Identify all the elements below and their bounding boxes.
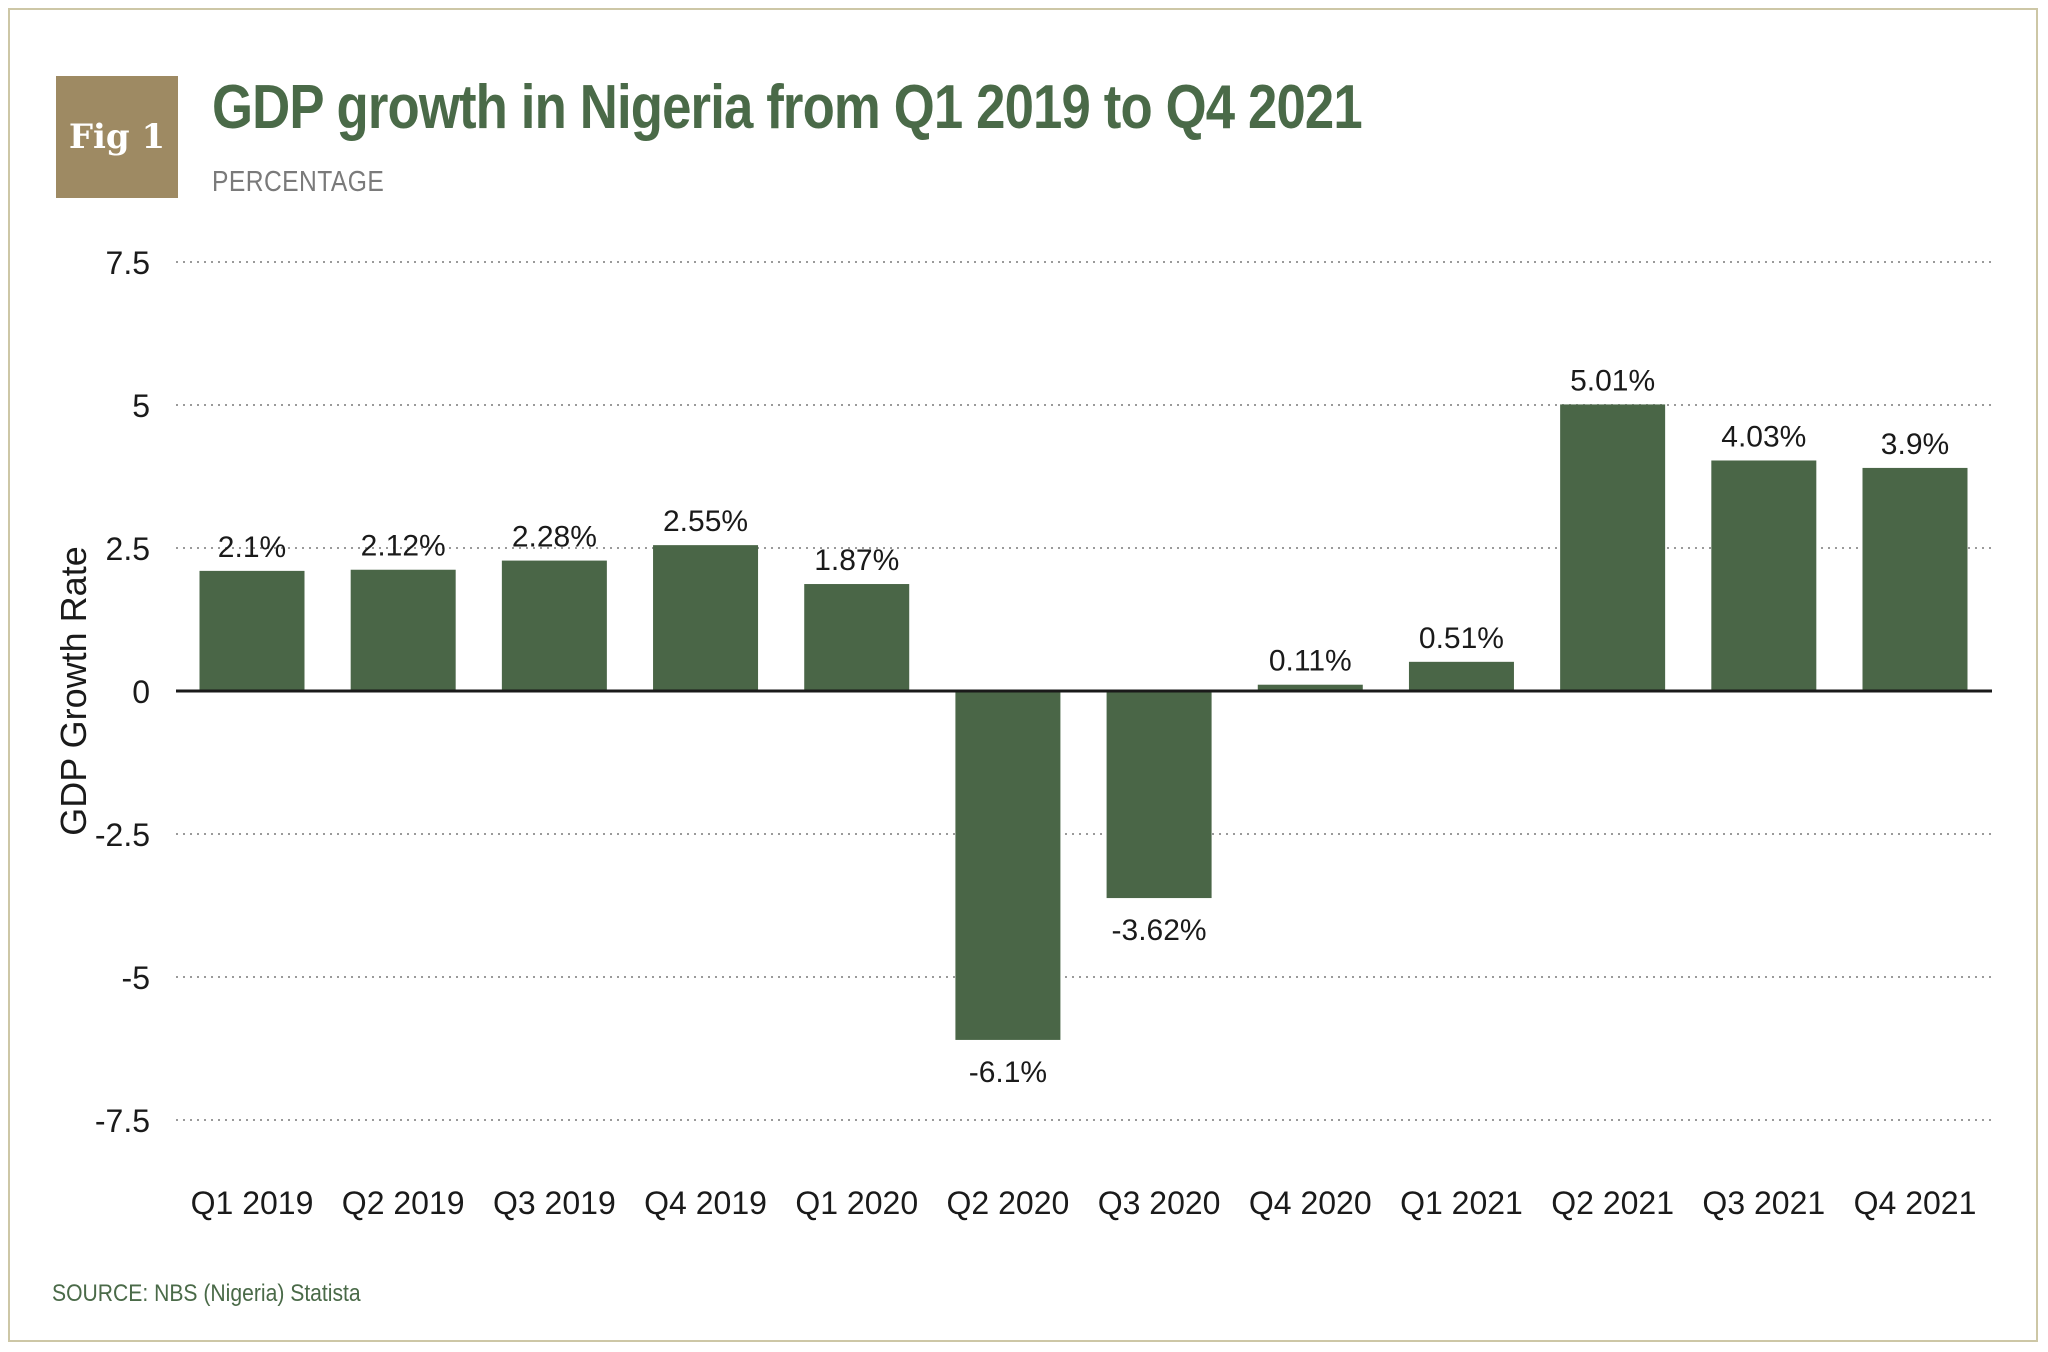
bar	[1408, 661, 1514, 691]
y-tick-label: -7.5	[95, 1103, 150, 1139]
y-tick-label: -2.5	[95, 817, 150, 853]
bar	[1711, 460, 1817, 691]
data-label: 2.28%	[512, 521, 597, 554]
data-label: -6.1%	[969, 1056, 1047, 1089]
y-tick-label: 0	[132, 674, 150, 710]
bar	[1106, 691, 1212, 899]
chart-title: GDP growth in Nigeria from Q1 2019 to Q4…	[212, 73, 1363, 142]
x-tick-label: Q1 2020	[795, 1185, 918, 1221]
x-tick-label: Q3 2019	[493, 1185, 616, 1221]
data-label: 0.51%	[1419, 622, 1504, 655]
y-tick-label: 5	[132, 388, 150, 424]
data-label: 1.87%	[814, 544, 899, 577]
data-label: 5.01%	[1570, 364, 1655, 397]
data-label: 4.03%	[1721, 420, 1806, 453]
data-label: -3.62%	[1112, 914, 1207, 947]
data-label: 0.11%	[1269, 645, 1352, 678]
data-label: 3.9%	[1881, 428, 1949, 461]
x-tick-label: Q4 2021	[1854, 1185, 1977, 1221]
bar	[350, 569, 456, 691]
x-tick-label: Q2 2021	[1551, 1185, 1674, 1221]
x-tick-label: Q3 2021	[1702, 1185, 1825, 1221]
x-tick-label: Q4 2019	[644, 1185, 767, 1221]
x-tick-label: Q1 2019	[191, 1185, 314, 1221]
bar	[804, 584, 910, 691]
chart-subtitle: PERCENTAGE	[212, 166, 385, 198]
x-tick-label: Q2 2019	[342, 1185, 465, 1221]
bar	[1560, 404, 1666, 691]
figure-badge: Fig 1	[56, 76, 178, 198]
y-tick-label: 7.5	[106, 245, 150, 281]
bar	[199, 570, 305, 691]
x-tick-label: Q3 2020	[1098, 1185, 1221, 1221]
data-label: 2.1%	[218, 531, 286, 564]
bar	[1862, 467, 1968, 691]
bar	[1257, 684, 1363, 691]
y-tick-label: -5	[122, 960, 150, 996]
data-label: 2.12%	[361, 530, 446, 563]
bar	[653, 545, 759, 691]
data-label: 2.55%	[663, 505, 748, 538]
x-tick-label: Q2 2020	[947, 1185, 1070, 1221]
x-tick-label: Q4 2020	[1249, 1185, 1372, 1221]
x-tick-label: Q1 2021	[1400, 1185, 1523, 1221]
y-tick-label: 2.5	[106, 531, 150, 567]
y-axis-label: GDP Growth Rate	[53, 546, 94, 835]
source-note: SOURCE: NBS (Nigeria) Statista	[52, 1280, 361, 1307]
bar	[955, 691, 1061, 1040]
bar	[501, 560, 607, 691]
